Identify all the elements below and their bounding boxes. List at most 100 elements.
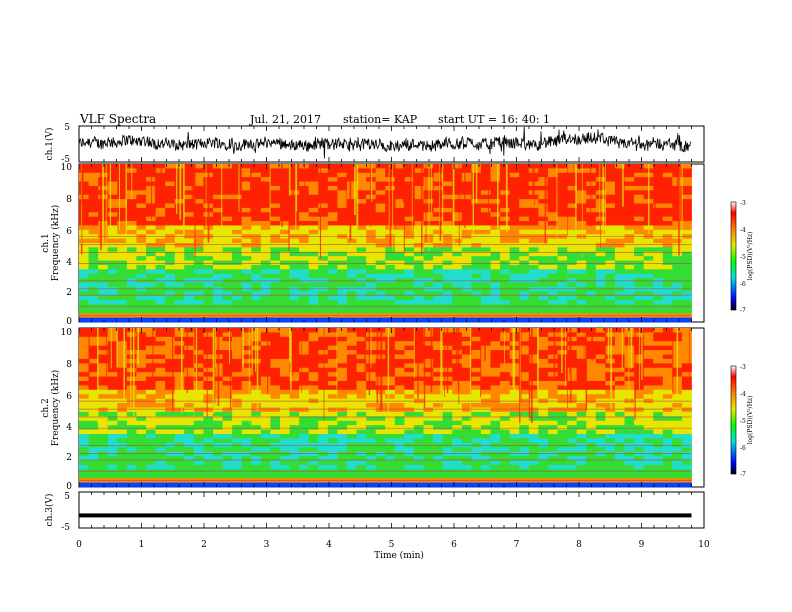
spectrogram-cell [576, 278, 587, 283]
spectrogram-cell [576, 282, 587, 288]
spectrogram-cell [586, 238, 597, 244]
spectrogram-cell [212, 264, 223, 270]
spectrogram-cell [337, 464, 348, 470]
spectrogram-cell [595, 451, 606, 457]
spectrogram-cell [126, 295, 137, 301]
spectrogram-cell [356, 434, 367, 439]
spectrogram-cell [318, 168, 329, 174]
spectrogram-cell [480, 194, 491, 200]
spectrogram-cell [232, 199, 243, 204]
spectrogram-cell [662, 341, 673, 347]
spectrogram-cell [413, 358, 424, 364]
spectrogram-cell [557, 286, 568, 292]
spectrogram-cell [423, 341, 434, 347]
spectrogram-cell [509, 282, 520, 288]
spectrogram-cell [260, 389, 271, 395]
spectrogram-cell [471, 456, 482, 461]
spectrogram-cell [126, 229, 137, 235]
spectrogram-cell [461, 264, 472, 270]
spectrogram-cell [471, 291, 482, 297]
spectrogram-cell [624, 451, 635, 457]
spectrogram-cell [547, 291, 558, 297]
spectrogram-cell [490, 482, 501, 488]
spectrogram-cell [653, 416, 664, 422]
spectrogram-cell [193, 168, 204, 174]
spectrogram-cell [193, 403, 204, 408]
spectrogram-cell [318, 336, 329, 342]
spectrogram-cell [557, 172, 568, 178]
spectrogram-cell [337, 168, 348, 174]
spectrogram-cell [356, 190, 367, 196]
spectrogram-cell [366, 247, 377, 253]
spectrogram-cell [672, 238, 683, 244]
spectrogram-cell [423, 317, 434, 323]
spectrogram-cell [232, 442, 243, 448]
spectrogram-cell [117, 456, 128, 461]
spectrogram-cell [442, 168, 453, 174]
spectrogram-cell [222, 164, 233, 169]
spectrogram-cell [222, 190, 233, 196]
spectrogram-cell [356, 273, 367, 279]
spectrogram-cell [452, 473, 463, 479]
spectrogram-cell [452, 394, 463, 400]
spectrogram-cell [643, 295, 654, 301]
spectrogram-cell [366, 256, 377, 261]
spectrogram-cell [653, 172, 664, 178]
spectrogram-cell [327, 194, 338, 200]
spectrogram-cell [586, 256, 597, 261]
spectrogram-cell [165, 177, 176, 182]
spectrogram-cell [490, 328, 501, 333]
spectrogram-cell [471, 243, 482, 248]
spectrogram-cell [490, 354, 501, 360]
spectrogram-cell [79, 216, 89, 222]
spectrogram-cell [653, 438, 664, 444]
spectrogram-cell [404, 363, 415, 369]
spectrogram-cell [203, 411, 214, 417]
spectrogram-cell [547, 389, 558, 395]
spectrogram-cell [433, 203, 444, 209]
spectrogram-cell [490, 181, 501, 187]
spectrogram-cell [461, 394, 472, 400]
spectrogram-cell [79, 291, 89, 297]
spectrogram-cell [299, 416, 310, 422]
spectrogram-cell [509, 225, 520, 231]
spectrogram-cell [165, 194, 176, 200]
spectrogram-cell [270, 286, 281, 292]
spectrogram-cell [576, 177, 587, 182]
spectrogram-cell [289, 328, 300, 333]
spectrogram-cell [681, 164, 692, 169]
spectrogram-cell [624, 273, 635, 279]
spectrogram-cell [88, 456, 99, 461]
spectrogram-cell [567, 367, 578, 373]
spectrogram-cell [318, 291, 329, 297]
spectrogram-cell [413, 469, 424, 475]
spectrogram-cell [145, 434, 156, 439]
spectrogram-cell [519, 367, 530, 373]
spectrogram-cell [538, 291, 549, 297]
spectrogram-cell [251, 341, 262, 347]
spectrogram-cell [509, 181, 520, 187]
spectrogram-cell [222, 442, 233, 448]
spectrogram-cell [88, 469, 99, 475]
spectrogram-cell [193, 164, 204, 169]
spectrogram-cell [500, 185, 511, 191]
spectrogram-cell [614, 264, 625, 270]
spectrogram-cell [614, 238, 625, 244]
spectrogram-cell [509, 251, 520, 257]
spectrogram-cell [595, 403, 606, 408]
spectrogram-cell [165, 190, 176, 196]
spectrogram-cell [155, 429, 166, 435]
spectrogram-cell [203, 363, 214, 369]
spectrogram-cell [423, 367, 434, 373]
spectrogram-cell [260, 282, 271, 288]
spectrogram-cell [184, 447, 195, 453]
spectrogram-cell [117, 243, 128, 248]
spectrogram-cell [509, 203, 520, 209]
spectrogram-cell [356, 308, 367, 314]
spectrogram-cell [461, 385, 472, 391]
spectrogram-cell [653, 381, 664, 386]
spectrogram-cell [260, 469, 271, 475]
spectrogram-cell [567, 389, 578, 395]
spectrogram-cell [576, 456, 587, 461]
spectrogram-cell [557, 308, 568, 314]
